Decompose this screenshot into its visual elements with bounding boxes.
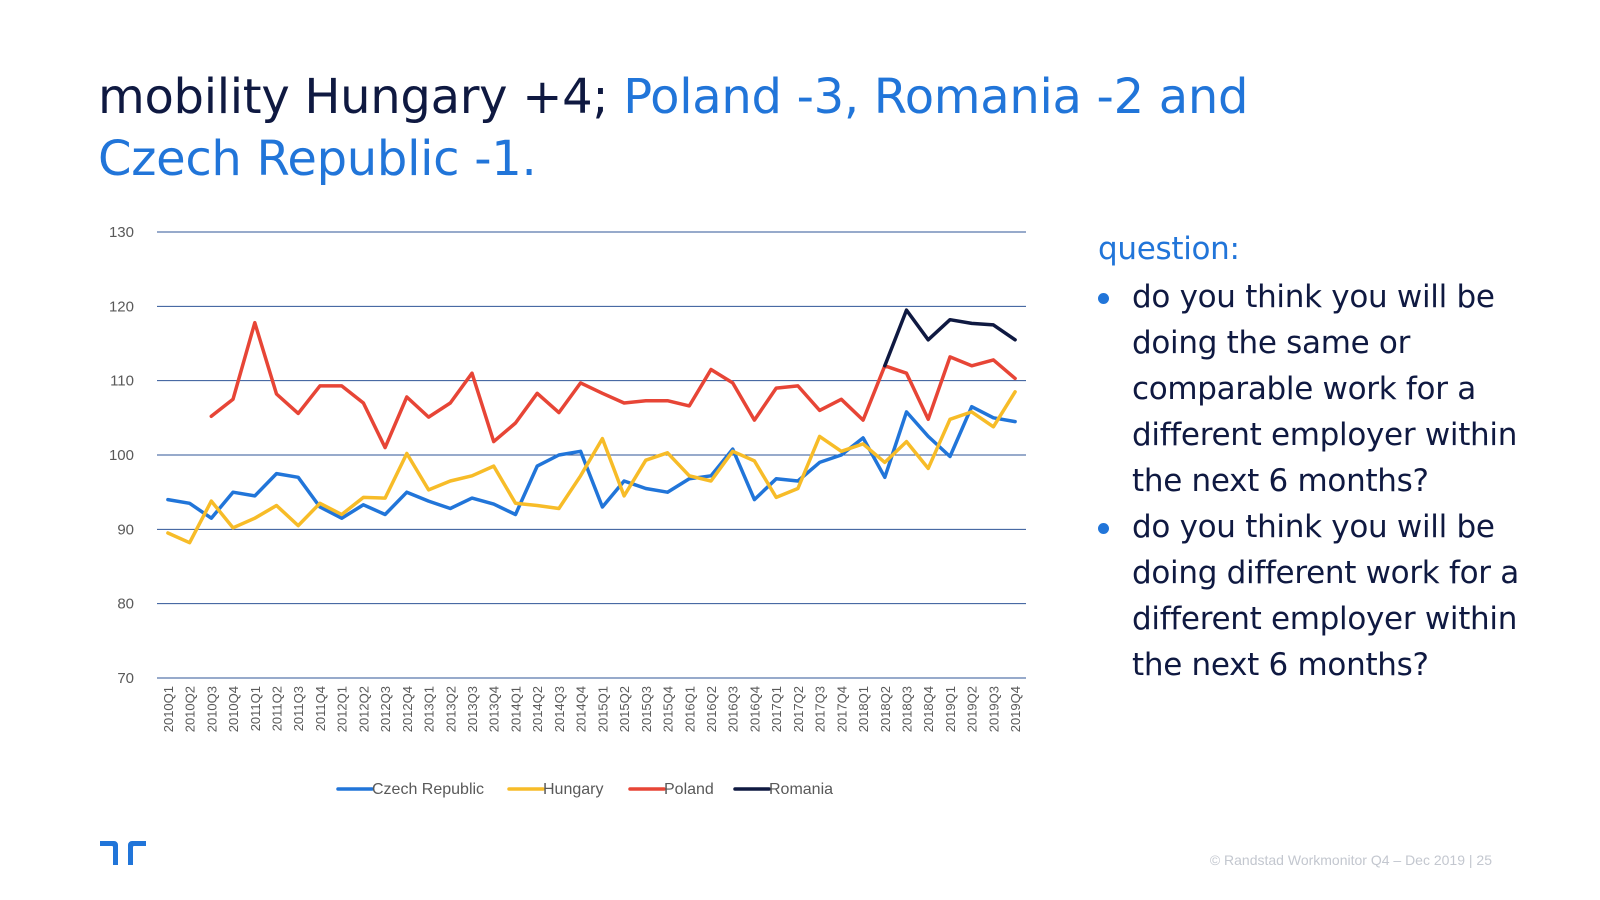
x-tick-label: 2011Q4: [313, 686, 328, 731]
x-tick-label: 2011Q1: [248, 686, 263, 731]
x-tick-label: 2012Q4: [400, 686, 415, 732]
x-tick-label: 2015Q3: [639, 686, 654, 732]
footer-copyright: © Randstad Workmonitor Q4 – Dec 2019 | 2…: [1209, 852, 1492, 868]
question-list: do you think you will be doing the same …: [1098, 274, 1568, 688]
series-line-hungary: [166, 390, 1017, 545]
y-tick-label: 100: [109, 447, 134, 464]
x-tick-label: 2017Q1: [769, 686, 784, 732]
series-line-poland: [209, 320, 1017, 450]
question-text-2: do you think you will be doing different…: [1132, 509, 1519, 683]
x-tick-label: 2017Q4: [834, 686, 849, 732]
x-tick-label: 2019Q3: [986, 686, 1001, 732]
x-tick-label: 2010Q4: [226, 686, 241, 732]
x-tick-label: 2018Q4: [921, 686, 936, 732]
x-tick-label: 2013Q4: [487, 686, 502, 732]
question-bullet-1: do you think you will be doing the same …: [1098, 274, 1568, 504]
x-tick-label: 2015Q4: [661, 686, 676, 732]
slide-title: mobility Hungary +4; Poland -3, Romania …: [98, 66, 1398, 190]
y-tick-label: 120: [109, 298, 134, 315]
x-tick-label: 2013Q1: [422, 686, 437, 732]
legend-label-czech-republic: Czech Republic: [372, 781, 484, 798]
x-tick-label: 2019Q4: [1008, 686, 1023, 732]
y-tick-label: 90: [117, 521, 134, 538]
bullet-icon: [1098, 293, 1109, 304]
x-tick-label: 2016Q3: [726, 686, 741, 732]
question-heading: question:: [1098, 231, 1240, 267]
x-tick-label: 2019Q1: [943, 686, 958, 732]
x-tick-label: 2018Q3: [900, 686, 915, 732]
x-tick-label: 2014Q4: [574, 686, 589, 732]
bullet-icon: [1098, 523, 1109, 534]
x-tick-label: 2014Q1: [508, 686, 523, 732]
slide-title-highlight: mobility Hungary +4;: [98, 69, 609, 125]
x-tick-label: 2018Q1: [856, 686, 871, 732]
x-tick-label: 2019Q2: [965, 686, 980, 732]
x-tick-label: 2012Q1: [335, 686, 350, 732]
x-tick-label: 2014Q2: [530, 686, 545, 732]
randstad-logo-icon: [100, 841, 146, 865]
x-tick-label: 2015Q2: [617, 686, 632, 732]
y-tick-label: 70: [117, 670, 134, 687]
x-tick-label: 2010Q3: [204, 686, 219, 732]
series-line-romania: [883, 308, 1017, 368]
x-tick-label: 2015Q1: [595, 686, 610, 732]
x-tick-label: 2012Q3: [378, 686, 393, 732]
x-tick-label: 2011Q3: [291, 686, 306, 731]
x-tick-label: 2018Q2: [878, 686, 893, 732]
question-text-1: do you think you will be doing the same …: [1132, 279, 1518, 499]
x-tick-label: 2010Q2: [183, 686, 198, 732]
x-tick-label: 2011Q2: [269, 686, 284, 731]
series-line-czech-republic: [166, 404, 1017, 520]
legend-label-poland: Poland: [664, 781, 714, 798]
x-tick-label: 2013Q2: [443, 686, 458, 732]
x-tick-label: 2014Q3: [552, 686, 567, 732]
slide-title-rest: Poland -3, Romania -2 and Czech Republic…: [98, 69, 1249, 187]
legend-label-hungary: Hungary: [543, 781, 603, 798]
line-chart: 70 80 90 100 110 120 130 2010Q1 2010Q2 2010Q3 2010…: [109, 224, 1026, 798]
y-tick-label: 130: [109, 224, 134, 241]
x-tick-label: 2017Q3: [813, 686, 828, 732]
question-bullet-2: do you think you will be doing different…: [1098, 504, 1568, 688]
x-tick-label: 2016Q2: [704, 686, 719, 732]
x-tick-label: 2012Q2: [356, 686, 371, 732]
question-panel: question: do you think you will be doing…: [1098, 226, 1568, 688]
x-tick-label: 2013Q3: [465, 686, 480, 732]
x-tick-label: 2010Q1: [161, 686, 176, 732]
x-tick-label: 2016Q4: [747, 686, 762, 732]
x-tick-label: 2017Q2: [791, 686, 806, 732]
x-tick-label: 2016Q1: [682, 686, 697, 732]
y-tick-label: 80: [117, 596, 134, 613]
legend-label-romania: Romania: [769, 781, 833, 798]
y-tick-label: 110: [110, 373, 134, 390]
